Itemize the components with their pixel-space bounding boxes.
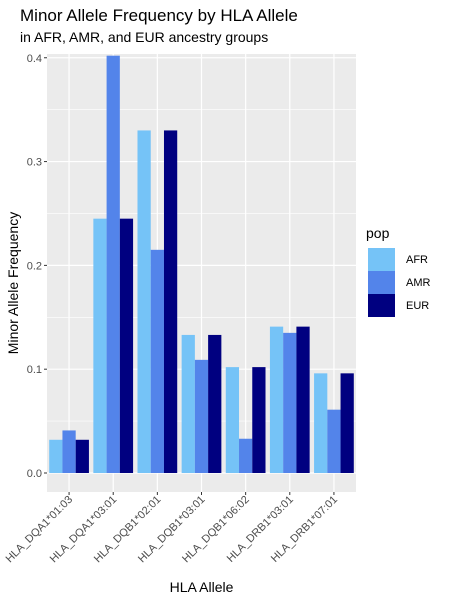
y-tick-label: 0.2 — [27, 260, 42, 272]
legend: pop AFR AMR EUR — [366, 225, 431, 317]
bar-eur — [75, 439, 89, 473]
bar-afr — [49, 439, 63, 473]
legend-key-afr — [368, 248, 395, 271]
legend-title: pop — [366, 225, 390, 241]
bar-eur — [296, 326, 310, 473]
chart-title: Minor Allele Frequency by HLA Allele — [20, 6, 298, 25]
y-axis-title: Minor Allele Frequency — [5, 212, 21, 354]
legend-key-eur — [368, 294, 395, 317]
x-axis: HLA_DQA1*01:03HLA_DQA1*03:01HLA_DQB1*02:… — [4, 492, 340, 565]
bar-amr — [150, 249, 164, 473]
bar-afr — [269, 326, 284, 473]
bar-amr — [62, 430, 76, 473]
bar-afr — [181, 334, 195, 473]
y-axis: 0.0 0.1 0.2 0.3 0.4 — [27, 53, 47, 480]
y-tick-label: 0.0 — [27, 468, 42, 480]
bar-eur — [208, 334, 222, 473]
bar-afr — [137, 130, 151, 473]
bar-amr — [283, 332, 297, 473]
bar-amr — [327, 409, 341, 473]
bar-eur — [163, 130, 178, 473]
bar-eur — [252, 367, 266, 473]
legend-label: AFR — [406, 254, 428, 266]
bar-eur — [119, 218, 134, 473]
bar-afr — [93, 218, 107, 473]
legend-label: EUR — [406, 300, 429, 312]
bar-amr — [106, 55, 120, 473]
bar-eur — [340, 373, 354, 473]
y-tick-label: 0.4 — [27, 53, 42, 65]
chart-subtitle: in AFR, AMR, and EUR ancestry groups — [20, 29, 268, 45]
x-axis-title: HLA Allele — [170, 579, 234, 595]
bar-afr — [314, 373, 328, 473]
bar-amr — [239, 438, 253, 473]
y-tick-label: 0.3 — [27, 157, 42, 169]
bars — [49, 55, 354, 473]
y-tick-label: 0.1 — [27, 364, 42, 376]
bar-afr — [225, 367, 240, 473]
legend-key-amr — [368, 271, 395, 294]
bar-amr — [194, 359, 209, 473]
legend-label: AMR — [406, 277, 431, 289]
